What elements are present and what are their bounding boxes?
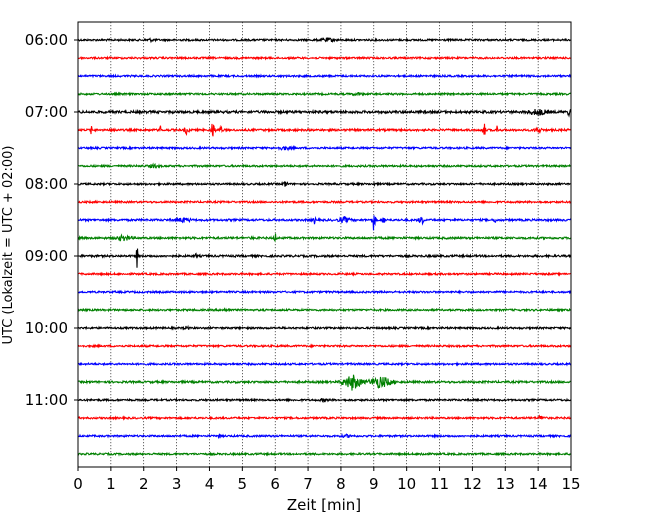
trace-0645 xyxy=(77,91,572,97)
plot-frame xyxy=(77,21,572,468)
x-tick-label: 15 xyxy=(561,475,580,493)
x-tick-label: 11 xyxy=(430,475,449,493)
x-tick-label: 5 xyxy=(238,475,248,493)
x-tick-label: 6 xyxy=(270,475,280,493)
x-tick-label: 0 xyxy=(73,475,83,493)
trace-0630 xyxy=(77,73,572,79)
x-tick-label: 9 xyxy=(369,475,379,493)
trace-1100 xyxy=(77,397,572,403)
trace-1000 xyxy=(77,324,572,331)
y-axis: 06:00 07:00 08:00 09:00 10:00 11:00 xyxy=(25,31,78,409)
plot-background xyxy=(78,22,571,467)
trace-0930 xyxy=(77,289,572,295)
trace-0900 xyxy=(77,248,572,268)
trace-1130 xyxy=(77,432,572,440)
trace-1045 xyxy=(77,374,572,391)
y-axis-label: UTC (Lokalzeit = UTC + 02:00) xyxy=(1,146,16,345)
trace-1145 xyxy=(77,451,572,457)
trace-0800 xyxy=(77,180,572,187)
x-axis-label: Zeit [min] xyxy=(287,496,361,514)
x-axis: 0 1 2 3 4 5 6 7 8 9 10 11 12 13 14 15 xyxy=(73,467,581,493)
trace-1015 xyxy=(77,343,572,349)
x-tick-label: 8 xyxy=(336,475,346,493)
x-tick-label: 14 xyxy=(529,475,548,493)
trace-0830 xyxy=(77,215,572,231)
y-tick-label: 07:00 xyxy=(25,103,68,121)
x-tick-label: 1 xyxy=(106,475,116,493)
trace-0600 xyxy=(77,37,572,44)
y-tick-label: 10:00 xyxy=(25,319,68,337)
trace-1030 xyxy=(77,361,572,367)
x-tick-label: 4 xyxy=(205,475,215,493)
trace-0745 xyxy=(77,162,572,169)
x-tick-label: 12 xyxy=(463,475,482,493)
x-tick-label: 10 xyxy=(397,475,416,493)
y-tick-label: 08:00 xyxy=(25,175,68,193)
y-tick-label: 09:00 xyxy=(25,247,68,265)
trace-1115 xyxy=(77,414,572,421)
trace-0845 xyxy=(77,233,572,243)
x-tick-label: 3 xyxy=(172,475,182,493)
x-tick-label: 7 xyxy=(303,475,313,493)
x-tick-label: 2 xyxy=(139,475,149,493)
trace-0945 xyxy=(77,307,572,313)
grid xyxy=(110,22,539,467)
trace-0615 xyxy=(77,55,572,61)
trace-0715 xyxy=(77,123,572,137)
traces xyxy=(77,37,572,457)
y-tick-label: 06:00 xyxy=(25,31,68,49)
trace-0730 xyxy=(77,144,572,152)
y-tick-label: 11:00 xyxy=(25,391,68,409)
trace-0915 xyxy=(77,271,572,277)
trace-0700 xyxy=(77,108,572,118)
x-tick-label: 13 xyxy=(496,475,515,493)
trace-0815 xyxy=(77,199,572,205)
